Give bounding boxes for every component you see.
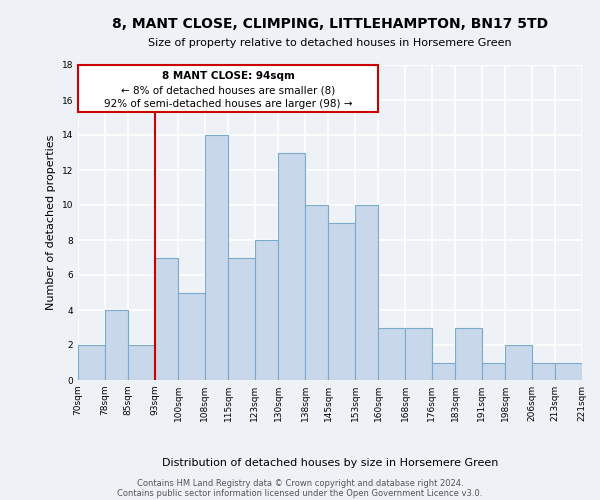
Bar [105, 310, 128, 380]
Bar [278, 152, 305, 380]
Text: ← 8% of detached houses are smaller (8): ← 8% of detached houses are smaller (8) [121, 85, 335, 95]
Text: 92% of semi-detached houses are larger (98) →: 92% of semi-detached houses are larger (… [104, 99, 352, 109]
Bar [228, 258, 255, 380]
Y-axis label: Number of detached properties: Number of detached properties [46, 135, 56, 310]
Bar [78, 345, 105, 380]
Bar [155, 258, 178, 380]
Bar [255, 240, 278, 380]
Text: Contains public sector information licensed under the Open Government Licence v3: Contains public sector information licen… [118, 489, 482, 498]
Bar [505, 345, 532, 380]
Bar [128, 345, 155, 380]
Bar [455, 328, 482, 380]
Bar [379, 328, 405, 380]
Bar [405, 328, 432, 380]
Bar [305, 205, 328, 380]
Bar [328, 222, 355, 380]
Text: 8 MANT CLOSE: 94sqm: 8 MANT CLOSE: 94sqm [162, 71, 295, 81]
Bar [432, 362, 455, 380]
Text: Distribution of detached houses by size in Horsemere Green: Distribution of detached houses by size … [162, 458, 498, 468]
Bar [205, 135, 228, 380]
Bar [355, 205, 379, 380]
Text: 8, MANT CLOSE, CLIMPING, LITTLEHAMPTON, BN17 5TD: 8, MANT CLOSE, CLIMPING, LITTLEHAMPTON, … [112, 18, 548, 32]
Bar [532, 362, 555, 380]
FancyBboxPatch shape [78, 65, 379, 112]
Text: Size of property relative to detached houses in Horsemere Green: Size of property relative to detached ho… [148, 38, 512, 48]
Bar [178, 292, 205, 380]
Bar [555, 362, 582, 380]
Text: Contains HM Land Registry data © Crown copyright and database right 2024.: Contains HM Land Registry data © Crown c… [137, 479, 463, 488]
Bar [482, 362, 505, 380]
